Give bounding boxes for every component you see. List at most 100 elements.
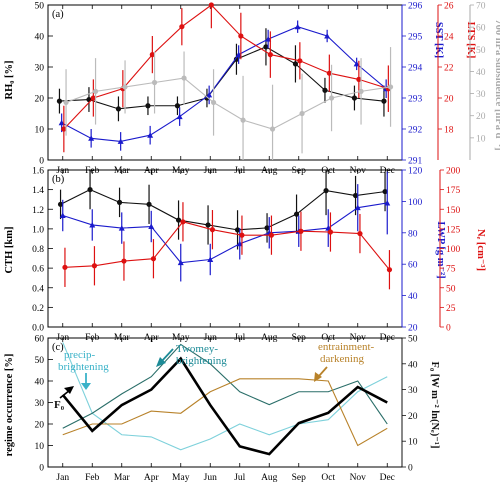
y-axis-label: RH₀ [%] xyxy=(4,60,15,99)
data-point-marker xyxy=(180,219,186,225)
data-point-marker xyxy=(181,75,187,81)
data-point-marker xyxy=(87,187,93,193)
y-tick-label: 1.6 xyxy=(32,167,44,177)
right-y-tick-label: 296 xyxy=(408,2,423,12)
data-point-marker xyxy=(386,267,393,273)
month-tick-label: Dec xyxy=(380,473,395,483)
y-tick-label: 40 xyxy=(35,378,45,388)
series-line xyxy=(64,221,390,271)
y-tick-label: 30 xyxy=(35,64,45,74)
annotation-entrainment-darkening-2: darkening xyxy=(320,353,364,365)
plot-frame xyxy=(47,4,403,161)
right-y-tick-label: 295 xyxy=(408,33,423,43)
right-y-tick-label: 293 xyxy=(408,95,423,105)
panel-label: (a) xyxy=(52,9,64,20)
month-tick-label: May xyxy=(172,473,190,483)
right-axis-label: Nₑ [cm⁻³] xyxy=(475,229,486,271)
series-line xyxy=(60,189,386,231)
month-tick-label: Aug xyxy=(261,473,278,483)
right-y-tick-label: 292 xyxy=(408,126,423,136)
data-point-marker xyxy=(206,91,213,98)
y-tick-label: 0.6 xyxy=(32,265,44,275)
annotation-twomey-brightening: Twomey- xyxy=(176,343,218,355)
right-y-tick-label: 30 xyxy=(408,386,418,396)
data-point-marker xyxy=(269,126,276,132)
right-y-tick-label: 50 xyxy=(476,46,486,56)
month-tick-label: Mar xyxy=(114,166,131,176)
month-tick-label: Sep xyxy=(292,473,307,483)
data-point-marker xyxy=(205,222,211,228)
right-y-tick-label: 10 xyxy=(476,134,486,144)
data-point-marker xyxy=(382,188,388,195)
data-point-marker xyxy=(265,36,272,42)
data-point-marker xyxy=(208,2,214,8)
month-tick-label: Feb xyxy=(85,473,100,483)
data-point-marker xyxy=(381,98,387,104)
right-y-tick-label: 22 xyxy=(444,64,454,74)
y-tick-label: 20 xyxy=(35,421,45,431)
right-y-tick-label: 25 xyxy=(446,304,456,314)
data-point-marker xyxy=(293,211,300,217)
right-y-tick-label: 291 xyxy=(408,157,423,167)
right-y-tick-label: 50 xyxy=(446,284,456,294)
annotation-arrow-shaft xyxy=(160,348,174,363)
annotation-precip-brightening-2: brightening xyxy=(58,361,109,373)
right-y-tick-label: 100 xyxy=(446,245,461,255)
data-point-marker xyxy=(324,33,331,39)
data-point-marker xyxy=(115,106,122,112)
series-line xyxy=(61,356,388,456)
right-y-tick-label: 70 xyxy=(476,2,486,12)
annotation-twomey-brightening-2: brightening xyxy=(176,355,227,367)
data-point-marker xyxy=(353,60,360,67)
y-axis-label: CTH [km] xyxy=(4,227,15,274)
right-y-tick-label: 40 xyxy=(408,360,418,370)
data-point-marker xyxy=(268,232,275,238)
y-tick-label: 0.4 xyxy=(32,284,44,294)
series-line xyxy=(65,77,391,130)
data-point-marker xyxy=(177,259,184,266)
data-point-marker xyxy=(351,95,358,101)
data-point-marker xyxy=(57,201,64,207)
y-tick-label: 10 xyxy=(35,126,45,136)
y-tick-label: 1.2 xyxy=(32,206,44,216)
data-point-marker xyxy=(148,223,155,230)
y-tick-label: 20 xyxy=(35,95,45,105)
right-y-tick-label: 175 xyxy=(446,186,461,196)
y-tick-label: 0 xyxy=(39,464,44,474)
y-tick-label: 0.8 xyxy=(32,245,44,255)
series-line xyxy=(62,342,388,451)
panel-label: (c) xyxy=(52,342,64,353)
right-y-tick-label: 0 xyxy=(446,324,451,334)
month-tick-label: Apr xyxy=(144,166,160,176)
data-point-marker xyxy=(150,256,157,262)
right-y-tick-label: 40 xyxy=(476,68,486,78)
data-point-marker xyxy=(236,240,243,247)
data-point-marker xyxy=(175,217,182,223)
y-tick-label: 0.0 xyxy=(32,324,44,334)
right-y-tick-label: 100 xyxy=(408,198,423,208)
annotation-arrow-head xyxy=(64,386,74,394)
data-point-marker xyxy=(91,263,98,269)
annotation-precip-brightening: precip- xyxy=(64,349,95,361)
right-y-tick-label: 75 xyxy=(446,265,456,275)
data-point-marker xyxy=(267,52,273,58)
month-tick-label: Mar xyxy=(114,473,131,483)
right-y-tick-label: 10 xyxy=(408,438,418,448)
data-point-marker xyxy=(147,132,154,138)
y-axis-label: regime occurrence [%] xyxy=(4,354,15,457)
month-tick-label: Nov xyxy=(350,473,367,483)
data-point-marker xyxy=(356,76,362,82)
data-point-marker xyxy=(59,212,66,219)
panel-label: (b) xyxy=(52,174,65,185)
annotation-arrow-head xyxy=(156,357,166,367)
data-point-marker xyxy=(264,225,270,231)
annotation-entrainment-darkening: entrainment- xyxy=(318,341,375,353)
plot-frame xyxy=(47,169,403,328)
data-point-marker xyxy=(149,52,155,58)
y-tick-label: 50 xyxy=(35,356,45,366)
data-point-marker xyxy=(357,230,363,237)
right-y-tick-label: 20 xyxy=(408,412,418,422)
y-tick-label: 60 xyxy=(35,335,45,345)
y-tick-label: 50 xyxy=(35,2,45,12)
data-point-marker xyxy=(146,201,152,207)
